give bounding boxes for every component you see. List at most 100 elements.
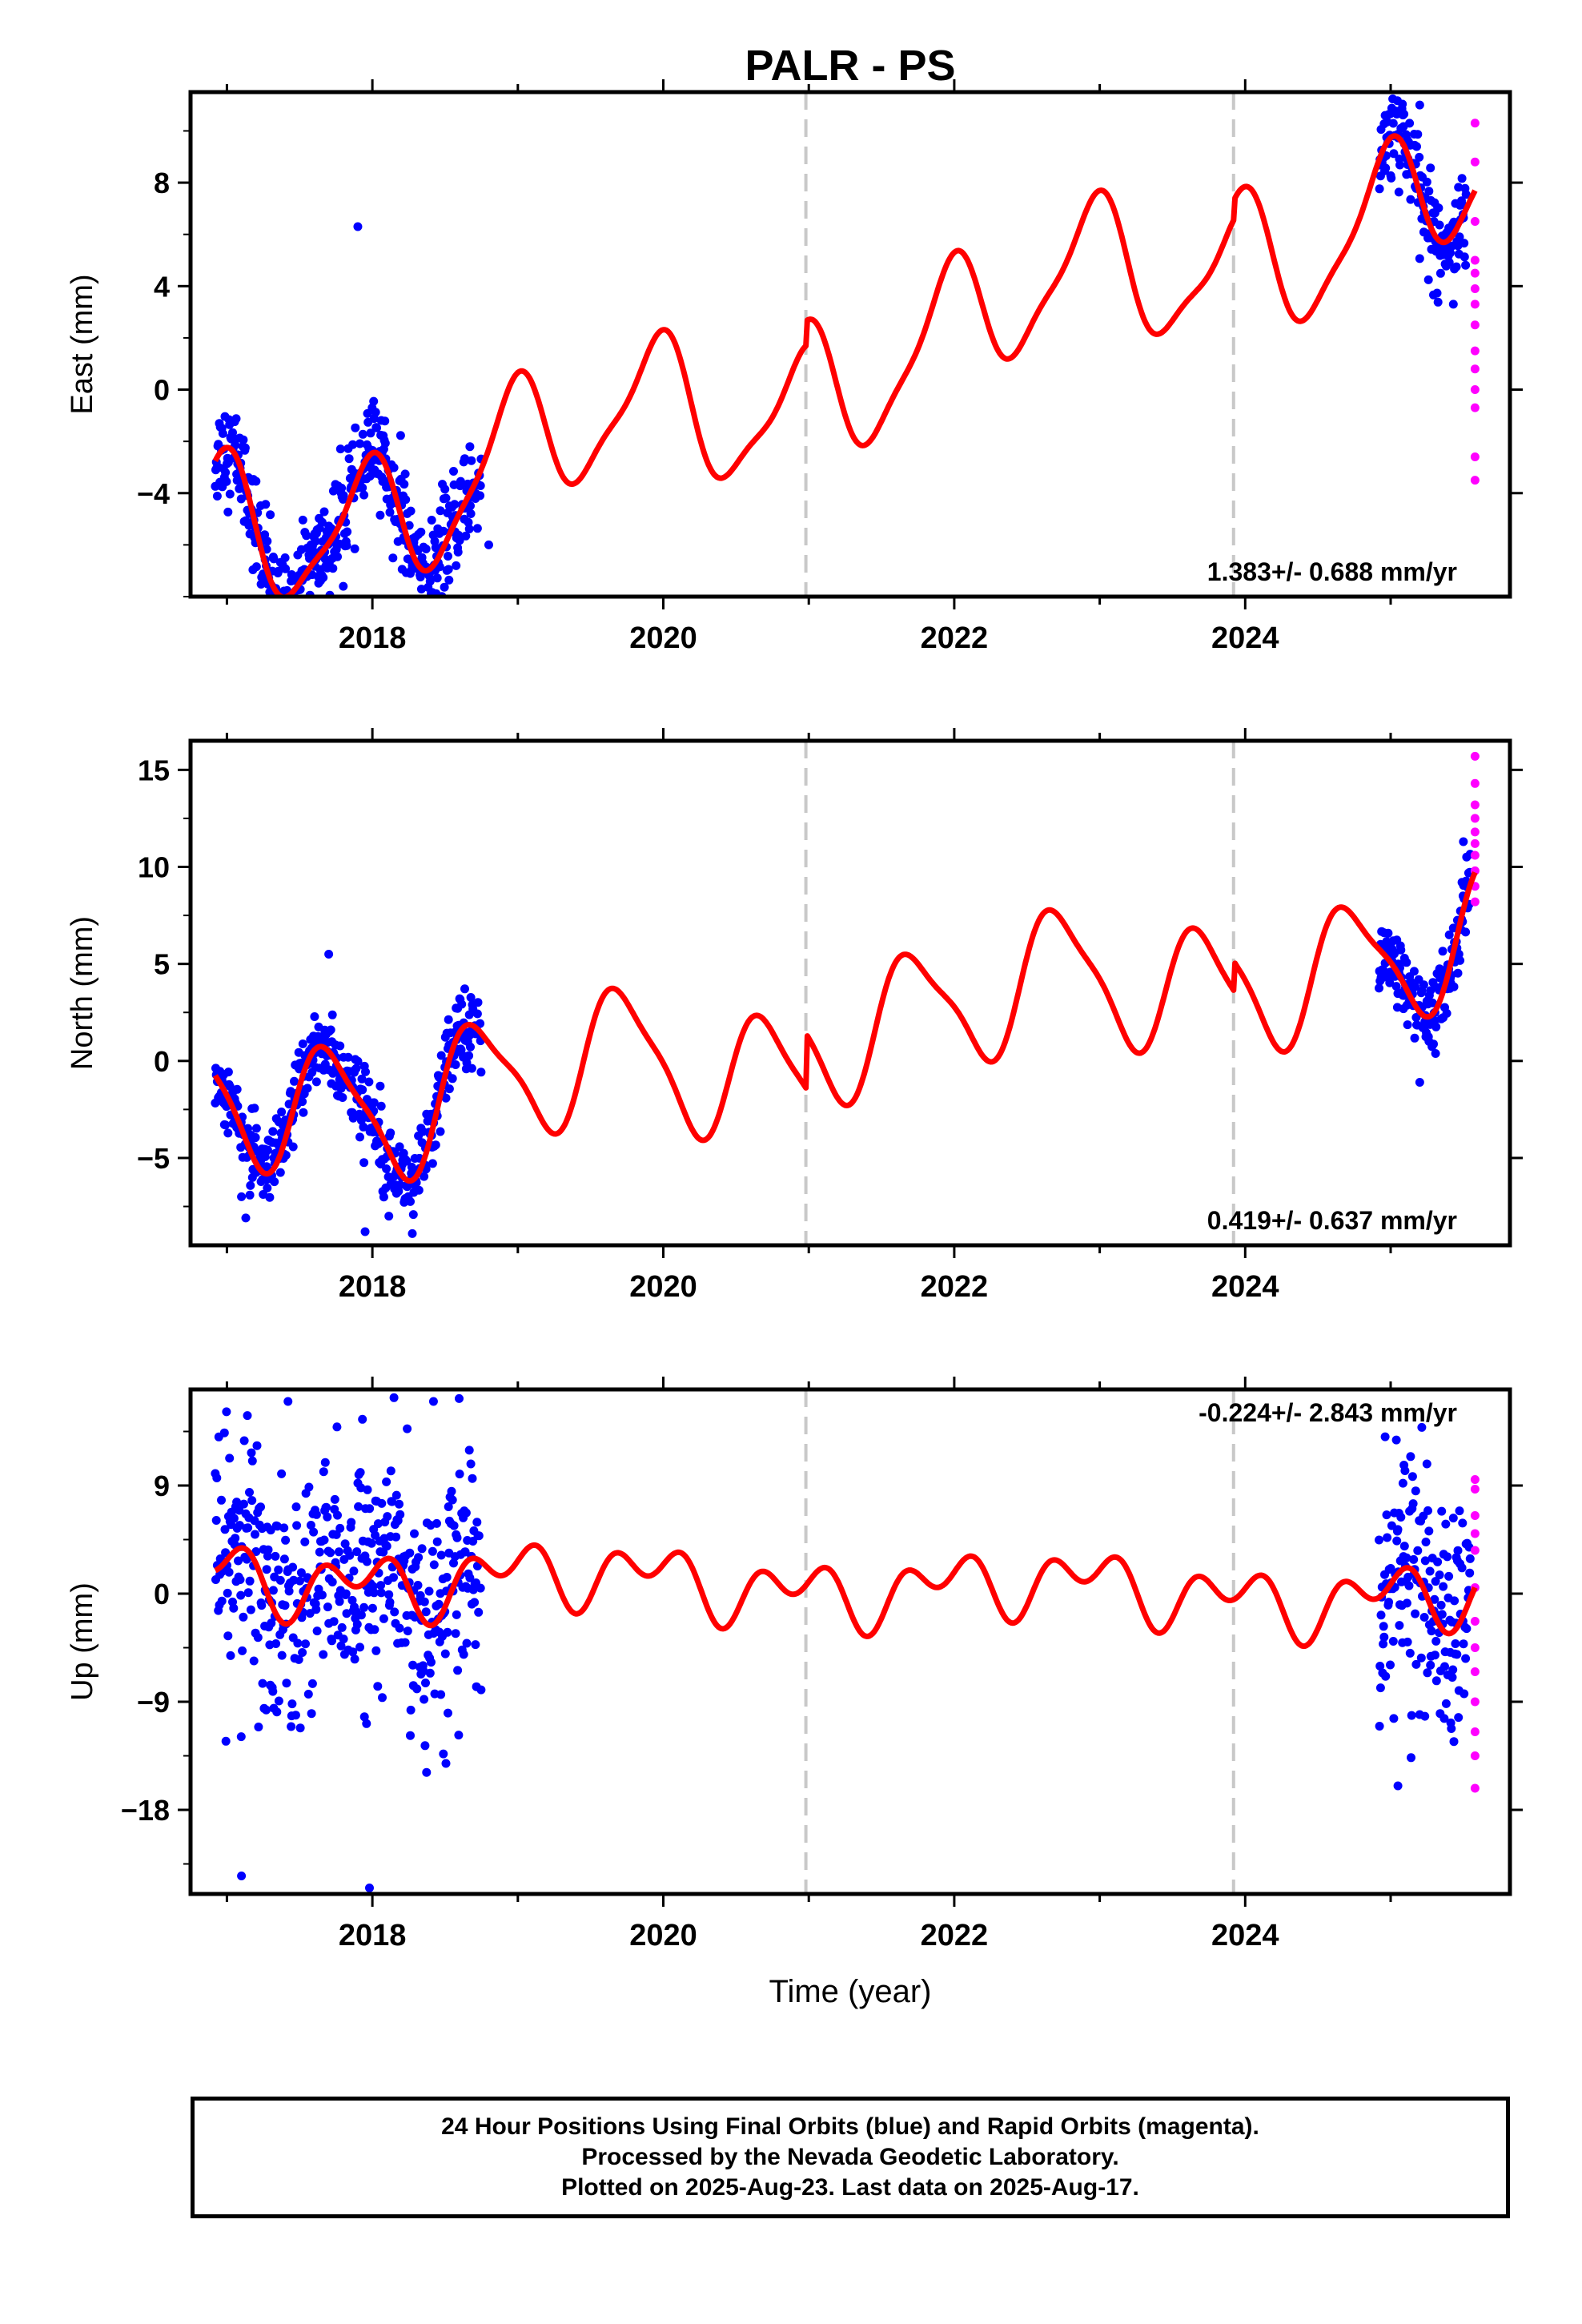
final-orbit-point: [323, 1602, 332, 1612]
final-orbit-point: [352, 1547, 362, 1557]
final-orbit-point: [1409, 967, 1419, 976]
final-orbit-point: [390, 1607, 400, 1617]
rapid-orbit-point: [1470, 778, 1480, 788]
final-orbit-point: [436, 1051, 446, 1060]
final-orbit-point: [1412, 142, 1421, 151]
final-orbit-point: [427, 1658, 436, 1667]
final-orbit-point: [1424, 1526, 1434, 1536]
rapid-orbit-point: [1470, 320, 1480, 330]
final-orbit-point: [1381, 1671, 1391, 1681]
final-orbit-point: [389, 463, 399, 472]
final-orbit-point: [354, 1502, 363, 1511]
x-tick-label: 2024: [1211, 1919, 1279, 1952]
final-orbit-point: [464, 1051, 474, 1060]
final-orbit-point: [274, 566, 283, 576]
final-orbit-point: [246, 1180, 255, 1190]
x-tick-label: 2022: [921, 621, 989, 655]
rapid-orbit-points: [1470, 751, 1480, 907]
final-orbit-point: [1391, 982, 1401, 991]
final-orbit-point: [435, 562, 444, 572]
final-orbit-point: [1422, 177, 1431, 187]
model-curve: [214, 1542, 1478, 1650]
final-orbit-point: [243, 1124, 253, 1133]
final-orbit-point: [315, 1547, 324, 1557]
rate-label: 1.383+/- 0.688 mm/yr: [1207, 557, 1457, 586]
final-orbit-point: [1389, 149, 1399, 159]
final-orbit-point: [361, 1067, 370, 1076]
final-orbit-point: [444, 1015, 453, 1024]
final-orbit-point: [320, 1458, 330, 1467]
final-orbit-point: [428, 1546, 437, 1556]
final-orbit-point: [448, 1495, 457, 1505]
final-orbit-point: [1455, 232, 1464, 242]
final-orbit-point: [236, 1590, 246, 1600]
final-orbit-point: [359, 1712, 369, 1722]
final-orbit-point: [1407, 1753, 1415, 1763]
rapid-orbit-point: [1470, 1546, 1480, 1555]
final-orbit-point: [375, 1081, 385, 1091]
final-orbit-point: [232, 1498, 242, 1507]
final-orbit-point: [387, 1497, 397, 1506]
final-orbit-point: [408, 1210, 418, 1220]
final-orbit-point: [1411, 1486, 1420, 1496]
rapid-orbit-point: [1470, 1485, 1480, 1494]
final-orbit-point: [401, 495, 411, 505]
final-orbit-point: [377, 1498, 387, 1508]
final-orbit-point: [349, 1566, 359, 1576]
final-orbit-point: [422, 1767, 432, 1777]
rapid-orbit-point: [1470, 1783, 1480, 1793]
final-orbit-point: [1456, 955, 1465, 965]
y-tick-label: −9: [137, 1686, 170, 1719]
final-orbit-point: [459, 1650, 468, 1659]
final-orbit-point: [251, 1530, 259, 1539]
final-orbit-point: [1429, 1039, 1438, 1049]
final-orbit-point: [1453, 968, 1463, 978]
final-orbit-point: [1396, 1513, 1406, 1522]
final-orbit-point: [335, 444, 345, 454]
y-tick-label: −18: [121, 1794, 170, 1827]
final-orbit-point: [251, 1124, 261, 1133]
final-orbit-point: [265, 1192, 275, 1202]
final-orbit-point: [299, 1108, 308, 1117]
final-orbit-point: [419, 1667, 428, 1676]
final-orbit-point: [288, 1142, 298, 1152]
final-orbit-point: [1437, 1610, 1447, 1619]
final-orbit-point: [1379, 1639, 1388, 1649]
y-tick-label: 9: [154, 1470, 170, 1502]
final-orbit-point: [268, 604, 277, 613]
final-orbit-point: [389, 1573, 398, 1582]
final-orbit-point: [1390, 949, 1399, 959]
final-orbit-point: [1384, 1598, 1394, 1607]
final-orbit-point: [319, 1467, 328, 1477]
final-orbit-point: [1419, 980, 1428, 990]
final-orbit-point: [1449, 1737, 1459, 1747]
final-orbit-point: [386, 1466, 396, 1476]
y-tick-label: 8: [154, 167, 170, 199]
panel-frame: [188, 738, 1512, 1248]
final-orbit-point: [338, 1093, 347, 1102]
rapid-orbit-point: [1470, 1617, 1480, 1626]
final-orbit-point: [257, 1601, 267, 1610]
final-orbit-point: [1433, 1557, 1443, 1566]
final-orbit-point: [223, 1068, 233, 1077]
final-orbit-point: [408, 1660, 418, 1670]
final-orbit-point: [355, 1468, 365, 1478]
final-orbit-point: [1419, 1613, 1429, 1622]
final-orbit-point: [376, 1588, 386, 1598]
final-orbit-point: [1423, 1668, 1432, 1678]
final-orbit-point: [1415, 1077, 1424, 1087]
final-orbit-point: [235, 1575, 245, 1584]
final-orbit-point: [441, 493, 451, 503]
final-orbit-point: [279, 607, 287, 616]
final-orbit-point: [1450, 1596, 1460, 1606]
final-orbit-point: [358, 1085, 367, 1095]
final-orbit-point: [455, 1470, 464, 1479]
final-orbit-point: [420, 1597, 429, 1606]
final-orbit-point: [375, 510, 385, 520]
final-orbit-point: [1408, 1499, 1418, 1509]
final-orbit-point: [440, 485, 450, 494]
final-orbit-point: [1460, 1689, 1469, 1699]
final-orbit-point: [262, 1705, 271, 1715]
final-orbit-point: [236, 494, 246, 504]
